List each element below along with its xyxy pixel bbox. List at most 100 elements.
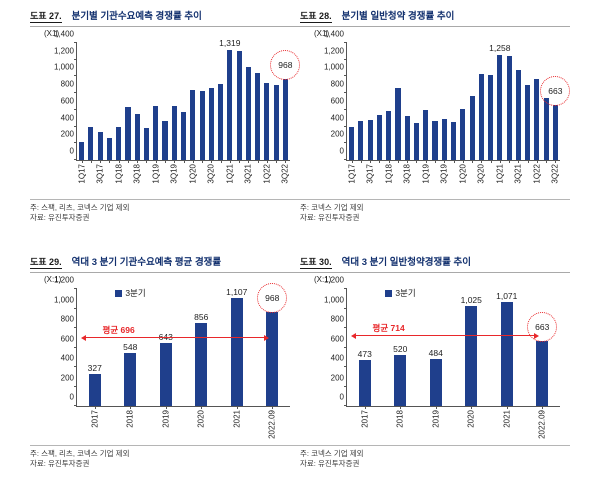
bar-slot [123, 43, 132, 163]
bar-slot: 1Q21 [495, 43, 504, 184]
y-axis-tick-label: 0 [69, 146, 74, 156]
bar[interactable] [273, 85, 279, 160]
bar[interactable] [88, 374, 101, 406]
bar-slot: 2021 [219, 289, 255, 428]
bar[interactable] [536, 341, 549, 406]
bar[interactable] [367, 120, 373, 160]
x-axis-tick-label: 3Q20 [206, 164, 216, 184]
bar[interactable] [395, 87, 401, 160]
bar[interactable] [441, 119, 447, 160]
bar[interactable] [134, 114, 140, 160]
bar[interactable] [282, 79, 289, 160]
bar[interactable] [469, 96, 475, 160]
bar[interactable] [478, 73, 484, 160]
x-axis-tick [183, 160, 185, 163]
x-axis-tick [416, 160, 418, 163]
bar[interactable] [413, 122, 420, 160]
bar[interactable] [386, 110, 392, 160]
highlight-circle-annotation: 968 [270, 50, 301, 81]
x-axis-tick [257, 160, 259, 163]
axis-unit-label: (X1) [314, 29, 330, 38]
bar-slot: 2017 [77, 289, 113, 428]
bar[interactable] [497, 54, 503, 160]
bar[interactable] [195, 322, 208, 406]
bar[interactable] [429, 358, 442, 406]
bar[interactable] [404, 116, 410, 160]
footnote-note: 주: 스팩, 리츠, 코넥스 기업 제외 [30, 449, 130, 458]
bar[interactable] [116, 127, 122, 160]
bar[interactable] [500, 301, 513, 406]
y-axis-tick [74, 58, 77, 60]
bar-slot: 2018 [113, 289, 149, 428]
bar[interactable] [143, 127, 150, 160]
bar[interactable] [227, 49, 233, 160]
bar[interactable] [159, 343, 172, 406]
bar[interactable] [79, 142, 85, 160]
bar[interactable] [199, 91, 205, 160]
x-axis-tick [509, 160, 511, 163]
bar[interactable] [88, 127, 94, 160]
bar[interactable] [171, 105, 177, 160]
x-axis-tick [400, 406, 402, 409]
bar[interactable] [432, 120, 438, 160]
average-arrow-line [350, 332, 540, 339]
bar-slot: 3Q17 [96, 43, 105, 184]
bar-slot: 1Q22 [262, 43, 271, 184]
bar[interactable] [190, 90, 196, 160]
axis-unit-label: (X:1) [44, 275, 62, 284]
bar[interactable] [125, 106, 131, 160]
axis-unit-label: (X:1) [314, 275, 332, 284]
bar[interactable] [423, 109, 429, 160]
bar[interactable] [543, 98, 549, 160]
bar[interactable] [266, 311, 279, 406]
bar[interactable] [488, 75, 494, 160]
y-axis-tick-label: 600 [330, 334, 344, 343]
bar[interactable] [515, 70, 521, 160]
bar[interactable] [230, 298, 243, 406]
bar-slot [86, 43, 95, 163]
bar[interactable] [506, 56, 512, 160]
bar-series: 1Q17 3Q17 1Q18 3Q18 1Q19 3Q19 1Q20 3Q20 1Q21 3Q21… [347, 43, 560, 184]
x-axis-tick-label: 1Q19 [151, 164, 161, 184]
bar-slot: 1Q22 [532, 43, 541, 184]
bar-slot: 2022.09 [525, 289, 561, 439]
bar[interactable] [245, 66, 251, 160]
bar[interactable] [460, 108, 466, 160]
bar[interactable] [525, 84, 531, 160]
bar-slot: 2019 [148, 289, 184, 428]
x-axis-tick-label: 2017 [90, 410, 100, 428]
bar[interactable] [465, 306, 478, 406]
x-axis-tick-label: 1Q18 [114, 164, 124, 184]
x-axis-tick [146, 160, 148, 163]
figure-panel-30: 도표 30. 역대 3 분기 일반청약경쟁률 추이 (X:1) 0 200 400 6… [300, 254, 570, 469]
footnote-source: 자료: 유진투자증권 [300, 213, 360, 222]
x-axis-tick [220, 160, 222, 163]
bar[interactable] [552, 104, 559, 160]
figure-panel-27: 도표 27. 분기별 기관수요예측 경쟁률 추이 (X1) 0 200 400 600… [30, 8, 301, 223]
bar[interactable] [376, 114, 382, 160]
bar[interactable] [181, 111, 187, 160]
bar[interactable] [534, 78, 540, 160]
bar[interactable] [358, 120, 364, 160]
bar[interactable] [106, 137, 112, 160]
x-axis-tick [192, 160, 194, 163]
bar[interactable] [349, 126, 355, 160]
x-axis-tick [388, 160, 390, 163]
bar[interactable] [124, 352, 137, 406]
bar[interactable] [208, 88, 214, 160]
bar[interactable] [236, 50, 242, 160]
bar[interactable] [255, 72, 261, 160]
bar[interactable] [153, 106, 159, 160]
bar[interactable] [358, 359, 371, 406]
bar[interactable] [162, 121, 168, 160]
figure-number: 도표 28. [300, 11, 332, 23]
bar[interactable] [451, 121, 457, 160]
y-axis-tick-label: 400 [330, 353, 344, 363]
bar[interactable] [264, 83, 270, 160]
y-axis-tick [74, 288, 77, 289]
bar[interactable] [394, 355, 407, 406]
x-axis-tick-label: 1Q17 [347, 164, 357, 184]
bar[interactable] [97, 132, 103, 160]
y-axis-tick-label: 0 [339, 146, 344, 156]
bar[interactable] [218, 84, 224, 160]
